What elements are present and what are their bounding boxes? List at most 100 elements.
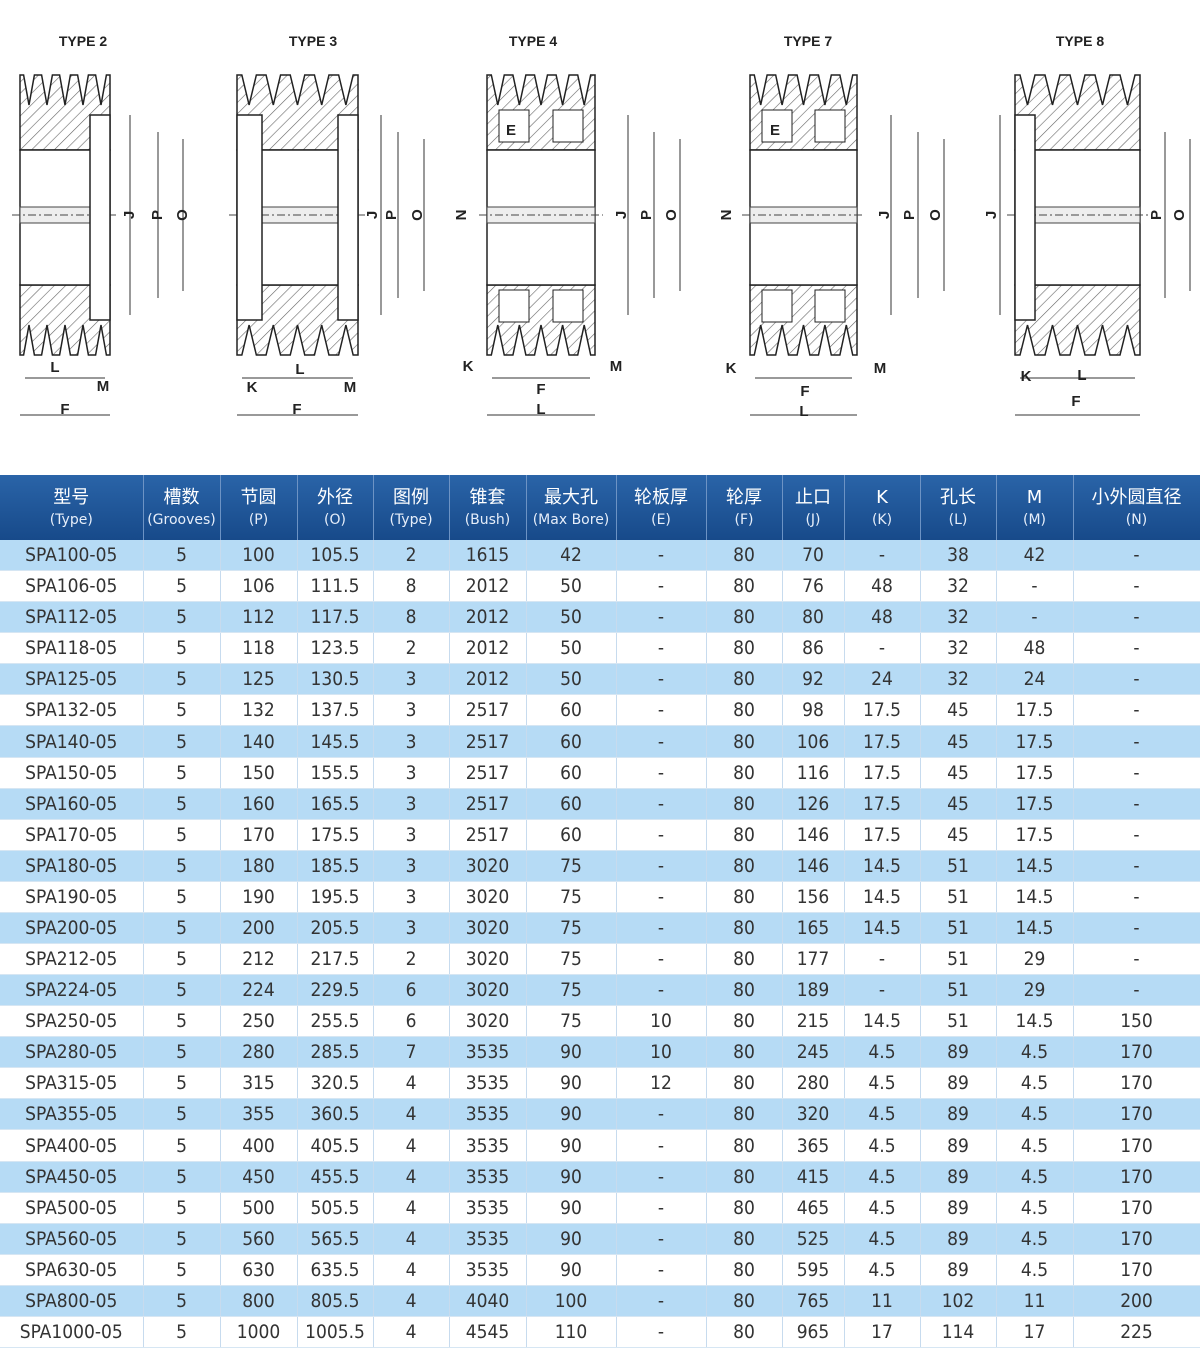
table-cell: 45	[920, 694, 997, 727]
table-cell: -	[1073, 663, 1200, 696]
header-en: (Type)	[389, 511, 433, 528]
table-cell: 5	[143, 1005, 221, 1038]
table-cell: 4	[373, 1067, 450, 1100]
header-en: (Max Bore)	[532, 511, 610, 528]
table-cell: 965	[782, 1316, 845, 1348]
table-cell: 137.5	[297, 694, 374, 727]
header-zh: 外径	[317, 486, 353, 508]
table-cell: -	[1073, 725, 1200, 758]
table-cell: 180	[220, 850, 298, 882]
pulley-drawing: TYPE 4 E N J P O K F M L	[453, 33, 681, 418]
header-en: (M)	[1022, 511, 1046, 528]
table-cell: -	[1073, 912, 1200, 945]
table-cell: 355	[220, 1098, 298, 1131]
table-cell: 5	[143, 694, 221, 727]
table-cell: 80	[706, 881, 783, 913]
table-cell: 80	[706, 694, 783, 727]
header-zh: 槽数	[163, 486, 200, 508]
header-en: (Type)	[49, 511, 93, 528]
dimension-label: P	[383, 210, 400, 220]
table-cell: 80	[706, 1098, 783, 1131]
table-cell: 126	[782, 788, 845, 820]
table-cell: 89	[920, 1192, 997, 1224]
web-hole	[761, 289, 793, 323]
column-header: 孔长 (L)	[920, 475, 997, 540]
table-cell: 102	[920, 1285, 997, 1317]
web-hole	[552, 289, 584, 323]
dimension-label: F	[60, 401, 69, 418]
table-row: SPA212-05 5 212 217.5 2 3020 75-80 177-51 29-	[0, 943, 1200, 976]
table-cell: SPA150-05	[0, 757, 144, 789]
header-zh: 节圆	[240, 486, 277, 508]
table-row: SPA224-05 5 224 229.5 6 3020 75-80 189-51 29-	[0, 974, 1200, 1007]
table-cell: 80	[706, 725, 783, 758]
hub	[236, 114, 263, 321]
table-cell: 5	[143, 570, 221, 603]
rim-bottom	[1014, 284, 1141, 356]
dimension-label: E	[506, 122, 516, 139]
table-cell: 4.5	[844, 1067, 921, 1100]
table-cell: -	[616, 1223, 707, 1255]
dimension-label: L	[50, 359, 59, 376]
table-cell: -	[1073, 601, 1200, 634]
table-cell: 90	[526, 1161, 617, 1193]
table-cell: -	[616, 1161, 707, 1193]
table-cell: 4040	[449, 1285, 527, 1317]
table-cell: 5	[143, 1098, 221, 1131]
table-cell: 255.5	[297, 1005, 374, 1038]
table-cell: 14.5	[996, 912, 1074, 945]
table-cell: 90	[526, 1254, 617, 1286]
table-cell: 2	[373, 943, 450, 976]
table-cell: 3535	[449, 1161, 527, 1193]
table-cell: 80	[706, 1036, 783, 1069]
table-row: SPA190-05 5 190 195.5 3 3020 75-80 156 14.5 51 14.…	[0, 881, 1200, 913]
table-cell: 4	[373, 1254, 450, 1286]
table-cell: -	[616, 601, 707, 634]
table-cell: 80	[706, 1192, 783, 1224]
table-cell: 106	[782, 725, 845, 758]
table-cell: 225	[1073, 1316, 1200, 1348]
table-cell: 177	[782, 943, 845, 976]
table-cell: 4.5	[996, 1067, 1074, 1100]
table-cell: 17.5	[844, 694, 921, 727]
table-cell: 4	[373, 1098, 450, 1131]
table-cell: 89	[920, 1067, 997, 1100]
dimension-label: M	[874, 360, 887, 377]
table-cell: 5	[143, 881, 221, 913]
table-cell: 3020	[449, 974, 527, 1007]
header-en: (J)	[805, 511, 821, 528]
table-cell: 4	[373, 1223, 450, 1255]
header-zh: 锥套	[469, 486, 506, 508]
table-cell: 50	[526, 570, 617, 603]
web-hole	[761, 109, 793, 143]
table-cell: 106	[220, 570, 298, 603]
table-cell: -	[844, 632, 921, 665]
rim-bottom	[19, 284, 111, 356]
table-cell: 12	[616, 1067, 707, 1100]
table-cell: -	[616, 757, 707, 789]
table-cell: 5	[143, 601, 221, 634]
table-cell: 4	[373, 1129, 450, 1162]
table-cell: 80	[706, 663, 783, 696]
table-cell: 29	[996, 974, 1074, 1007]
table-row: SPA500-05 5 500 505.5 4 3535 90-80 465 4.5 89 4.5 1…	[0, 1192, 1200, 1224]
table-cell: 89	[920, 1223, 997, 1255]
table-cell: SPA450-05	[0, 1161, 144, 1193]
header-zh: 最大孔	[544, 486, 598, 508]
table-cell: 110	[526, 1316, 617, 1348]
table-row: SPA112-05 5 112 117.5 8 2012 50-80 80 48 32- -	[0, 601, 1200, 634]
table-cell: 75	[526, 1005, 617, 1038]
dimension-label: O	[174, 209, 191, 221]
table-cell: -	[1073, 540, 1200, 572]
header-zh: 图例	[393, 486, 429, 508]
table-cell: 32	[920, 570, 997, 603]
table-cell: 1005.5	[297, 1316, 374, 1348]
table-cell: 505.5	[297, 1192, 374, 1224]
table-cell: 10	[616, 1005, 707, 1038]
table-cell: 4.5	[996, 1129, 1074, 1162]
table-cell: 170	[1073, 1067, 1200, 1100]
table-cell: 630	[220, 1254, 298, 1286]
table-cell: 17.5	[844, 757, 921, 789]
table-cell: 100	[220, 540, 298, 572]
table-row: SPA560-05 5 560 565.5 4 3535 90-80 525 4.5 89 4.5 1…	[0, 1223, 1200, 1255]
